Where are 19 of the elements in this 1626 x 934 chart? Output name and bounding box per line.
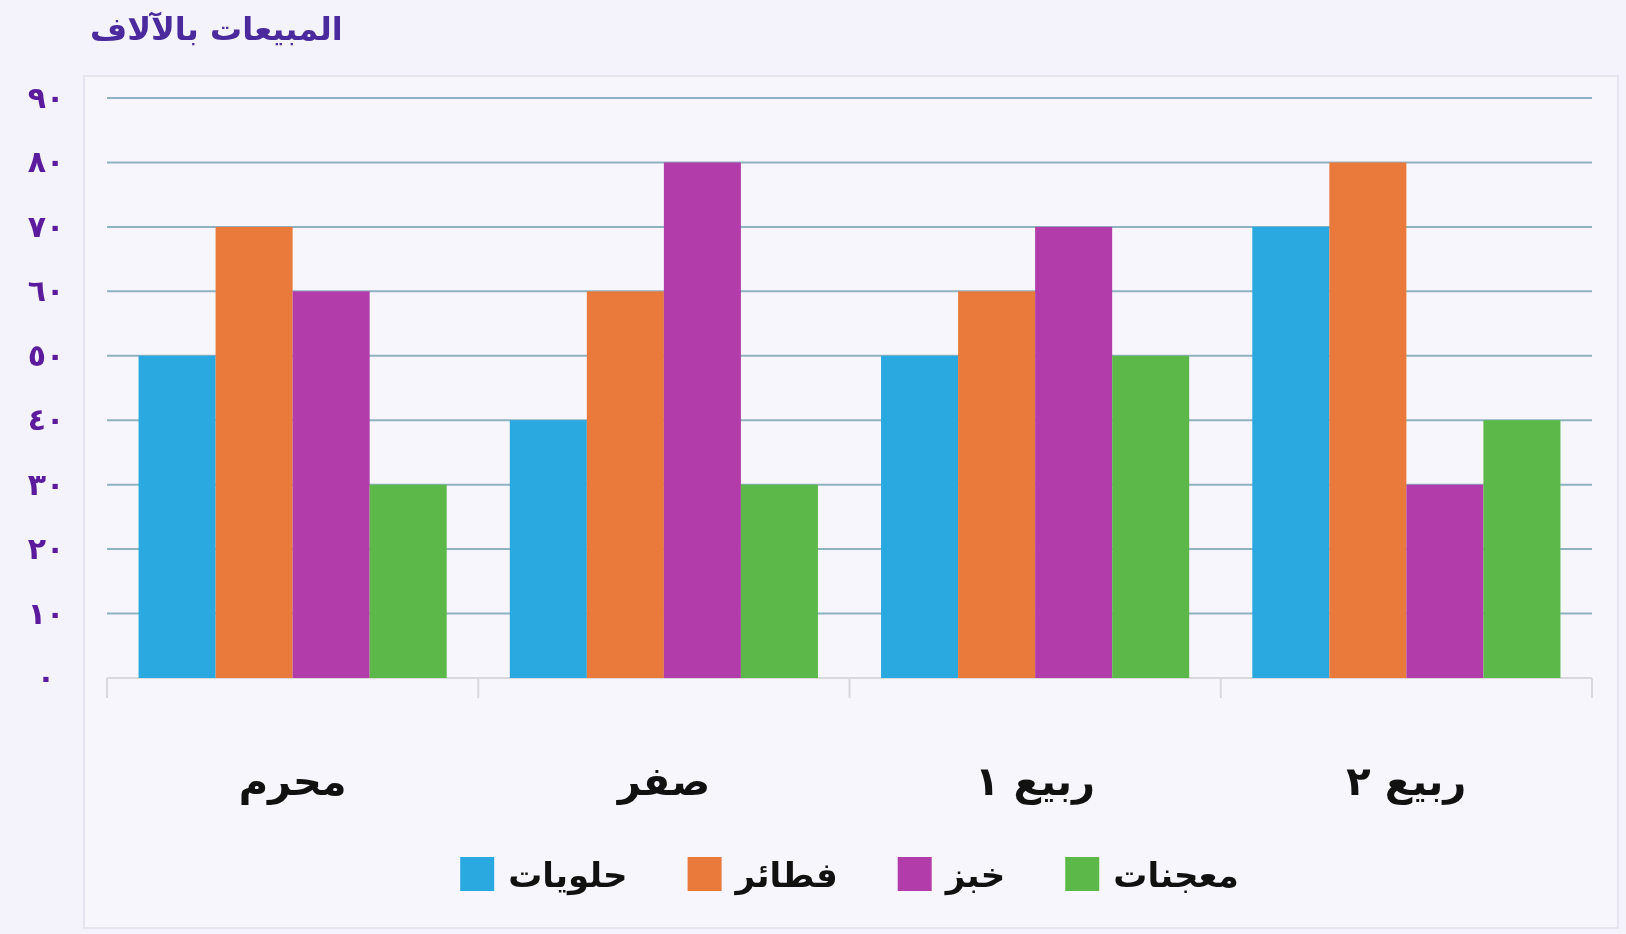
legend-label: فطائر xyxy=(733,855,838,896)
y-tick-label: ٣٠ xyxy=(27,466,65,502)
x-tick-label: ربيع ٢ xyxy=(1346,758,1467,805)
y-tick-label: ٤٠ xyxy=(27,402,65,438)
y-tick-label: ٠ xyxy=(36,660,56,695)
legend-label: معجنات xyxy=(1113,855,1239,895)
y-tick-label: ٧٠ xyxy=(27,208,65,244)
legend-label: حلويات xyxy=(508,855,628,896)
y-tick-label: ٦٠ xyxy=(27,273,65,309)
y-axis-title: المبيعات بالآلاف xyxy=(90,10,343,48)
y-tick-label: ٩٠ xyxy=(27,80,65,115)
y-tick-label: ٥٠ xyxy=(27,337,65,373)
y-tick-label: ٢٠ xyxy=(27,531,65,567)
x-tick-label: ربيع ١ xyxy=(975,758,1096,805)
y-tick-label: ١٠ xyxy=(27,595,65,631)
x-tick-label: محرم xyxy=(238,758,347,805)
x-tick-label: صفر xyxy=(615,758,711,805)
y-tick-label: ٨٠ xyxy=(27,144,65,180)
legend-label: خبز xyxy=(943,855,1006,896)
